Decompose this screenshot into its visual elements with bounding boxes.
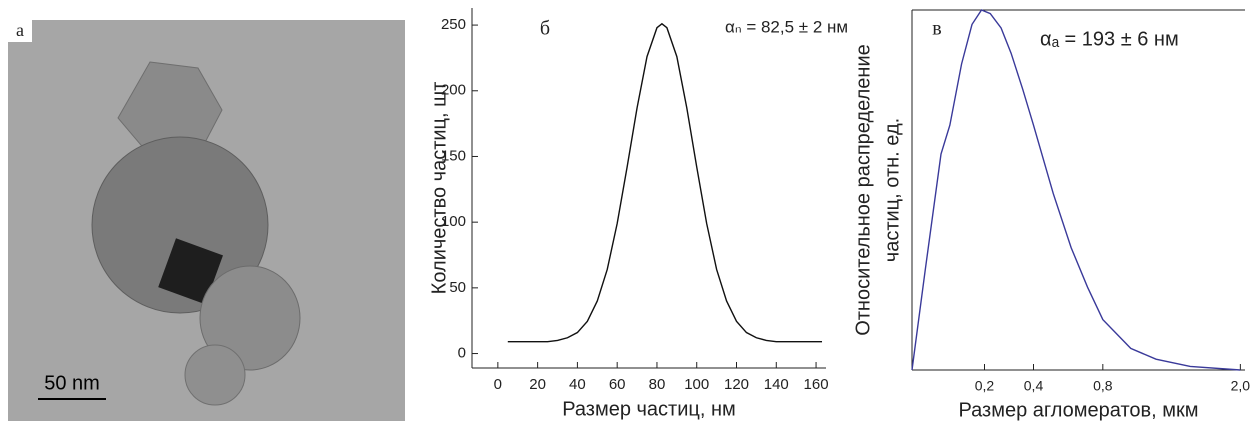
panel-label: а	[16, 20, 24, 40]
particle	[158, 238, 223, 305]
x-tick-label: 0	[494, 376, 502, 393]
panel-label: в	[932, 18, 941, 40]
line-series	[911, 9, 1241, 371]
y-tick-label: 100	[441, 213, 466, 230]
y-tick-label: 50	[449, 279, 466, 296]
y-axis-label: Относительное распределение	[852, 44, 874, 336]
y-axis-label: частиц, отн. ед.	[881, 118, 903, 262]
line-series	[507, 22, 823, 343]
x-tick-label: 20	[529, 376, 546, 393]
x-tick-label: 160	[804, 376, 829, 393]
y-tick-label: 150	[441, 147, 466, 164]
x-tick-label: 0,8	[1093, 378, 1113, 394]
x-axis-label: Размер частиц, нм	[562, 398, 736, 420]
panel-label: б	[540, 18, 550, 40]
particle	[199, 265, 301, 371]
x-tick-label: 60	[609, 376, 626, 393]
x-tick-label: 100	[684, 376, 709, 393]
particle	[184, 344, 246, 406]
y-axis-label: Количество частиц, шт	[428, 82, 450, 295]
micrograph: а 50 nm	[8, 20, 405, 421]
x-axis-label: Размер агломератов, мкм	[958, 399, 1198, 421]
x-tick-label: 0,4	[1024, 378, 1044, 394]
y-tick-label: 250	[441, 16, 466, 33]
y-tick-label: 0	[458, 345, 466, 362]
x-tick-label: 80	[649, 376, 666, 393]
label-box	[8, 20, 32, 42]
x-tick-label: 40	[569, 376, 586, 393]
particle	[91, 136, 269, 314]
x-tick-label: 140	[764, 376, 789, 393]
y-tick-label: 200	[441, 82, 466, 99]
scale-bar-label: 50 nm	[44, 372, 100, 394]
annotation: αₐ = 193 ± 6 нм	[1040, 28, 1179, 50]
annotation: αₙ = 82,5 ± 2 нм	[725, 17, 848, 36]
x-tick-label: 0,2	[975, 378, 995, 394]
x-tick-label: 120	[724, 376, 749, 393]
x-tick-label: 2,0	[1231, 378, 1251, 394]
